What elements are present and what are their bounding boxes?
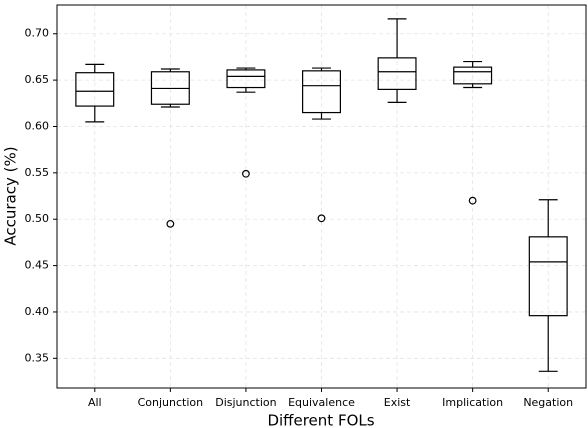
y-tick-label: 0.70 <box>25 27 50 40</box>
x-tick-label: Conjunction <box>138 396 204 409</box>
y-tick-label: 0.45 <box>25 259 50 272</box>
outlier <box>468 196 477 205</box>
y-tick-label: 0.60 <box>25 119 50 132</box>
plot-frame <box>56 4 587 389</box>
y-tick-label: 0.35 <box>25 351 50 364</box>
box <box>528 236 568 317</box>
y-tick-label: 0.65 <box>25 73 50 86</box>
x-tick-label: Negation <box>523 396 573 409</box>
box <box>75 72 115 107</box>
x-tick-label: Disjunction <box>215 396 276 409</box>
box <box>302 70 341 114</box>
y-axis-title: Accuracy (%) <box>2 146 20 245</box>
x-tick-label: All <box>88 396 102 409</box>
outlier <box>317 214 326 223</box>
x-tick-label: Equivalence <box>288 396 355 409</box>
box <box>453 66 493 85</box>
y-tick-label: 0.40 <box>25 305 50 318</box>
outlier <box>166 219 175 228</box>
y-tick-label: 0.50 <box>25 212 50 225</box>
x-tick-label: Implication <box>442 396 503 409</box>
box <box>377 57 417 90</box>
x-axis-title: Different FOLs <box>267 412 374 428</box>
box <box>226 69 266 89</box>
x-tick-label: Exist <box>384 396 411 409</box>
outlier <box>242 169 250 178</box>
y-tick-label: 0.55 <box>25 166 50 179</box>
